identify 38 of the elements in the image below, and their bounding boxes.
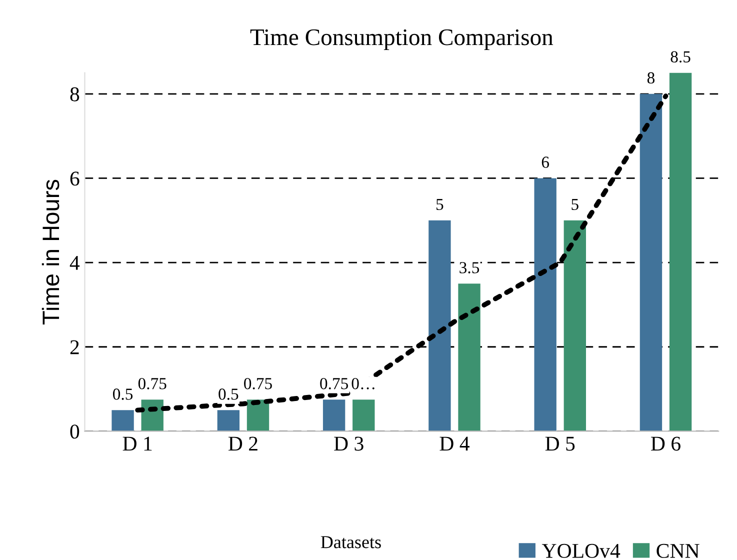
data-label: 0.5 — [218, 388, 238, 400]
bar — [640, 94, 662, 432]
bar — [352, 400, 375, 432]
data-label: 0… — [352, 378, 374, 390]
x-tick-label: D 5 — [545, 436, 575, 451]
data-label: 0.75 — [320, 378, 348, 390]
bar — [217, 410, 240, 432]
x-tick-label: D 2 — [228, 436, 258, 451]
x-axis-title: Datasets — [320, 536, 381, 548]
bar — [428, 220, 451, 432]
bar — [564, 220, 586, 432]
data-label: 5 — [572, 198, 578, 210]
x-tick-label: D 6 — [651, 436, 680, 451]
bar — [458, 284, 480, 432]
legend-label: YOLOv4 — [542, 544, 620, 558]
data-label: 0.75 — [138, 378, 166, 390]
y-tick-label: 2 — [70, 340, 79, 354]
y-tick-label: 0 — [70, 424, 80, 439]
y-axis-title: Time in Hours — [42, 180, 60, 324]
y-tick-label: 6 — [70, 172, 80, 186]
x-tick-label: D 4 — [440, 436, 470, 451]
y-tick-label: 4 — [70, 256, 80, 270]
x-tick-label: D 3 — [334, 436, 364, 451]
data-label: 5 — [436, 198, 444, 210]
data-label: 8.5 — [670, 51, 690, 63]
bar — [112, 410, 134, 432]
bar — [322, 400, 346, 432]
legend-label: CNN — [656, 544, 700, 558]
data-label: 6 — [542, 156, 549, 168]
x-tick-label: D 1 — [122, 436, 152, 451]
data-label: 0.5 — [113, 388, 133, 400]
y-tick-label: 8 — [70, 87, 80, 102]
data-label: 0.75 — [244, 378, 272, 390]
chart-title: Time Consumption Comparison — [250, 29, 554, 50]
data-label: 3.5 — [460, 262, 480, 274]
data-label: 8 — [647, 72, 654, 84]
bar — [534, 178, 556, 432]
bar — [669, 72, 692, 432]
